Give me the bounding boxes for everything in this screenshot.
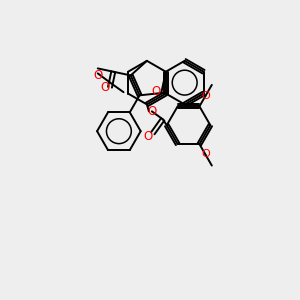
- Text: O: O: [147, 105, 157, 118]
- Text: O: O: [143, 130, 152, 142]
- Text: O: O: [201, 91, 210, 101]
- Text: O: O: [152, 85, 161, 98]
- Text: O: O: [93, 69, 102, 82]
- Text: O: O: [201, 149, 210, 159]
- Text: O: O: [100, 81, 110, 94]
